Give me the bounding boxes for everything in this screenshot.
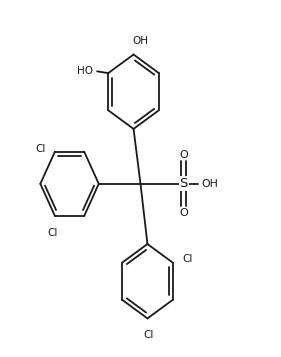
Text: OH: OH (133, 36, 148, 46)
Text: OH: OH (202, 179, 219, 189)
Text: Cl: Cl (35, 144, 46, 154)
Text: HO: HO (77, 66, 93, 76)
Text: S: S (180, 177, 188, 190)
Text: O: O (179, 208, 188, 218)
Text: Cl: Cl (47, 228, 57, 238)
Text: O: O (179, 150, 188, 160)
Text: Cl: Cl (144, 331, 154, 341)
Text: Cl: Cl (183, 254, 193, 264)
